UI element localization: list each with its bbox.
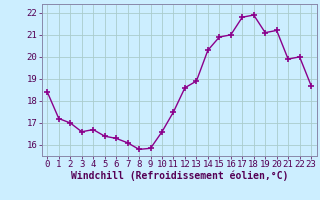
X-axis label: Windchill (Refroidissement éolien,°C): Windchill (Refroidissement éolien,°C): [70, 171, 288, 181]
